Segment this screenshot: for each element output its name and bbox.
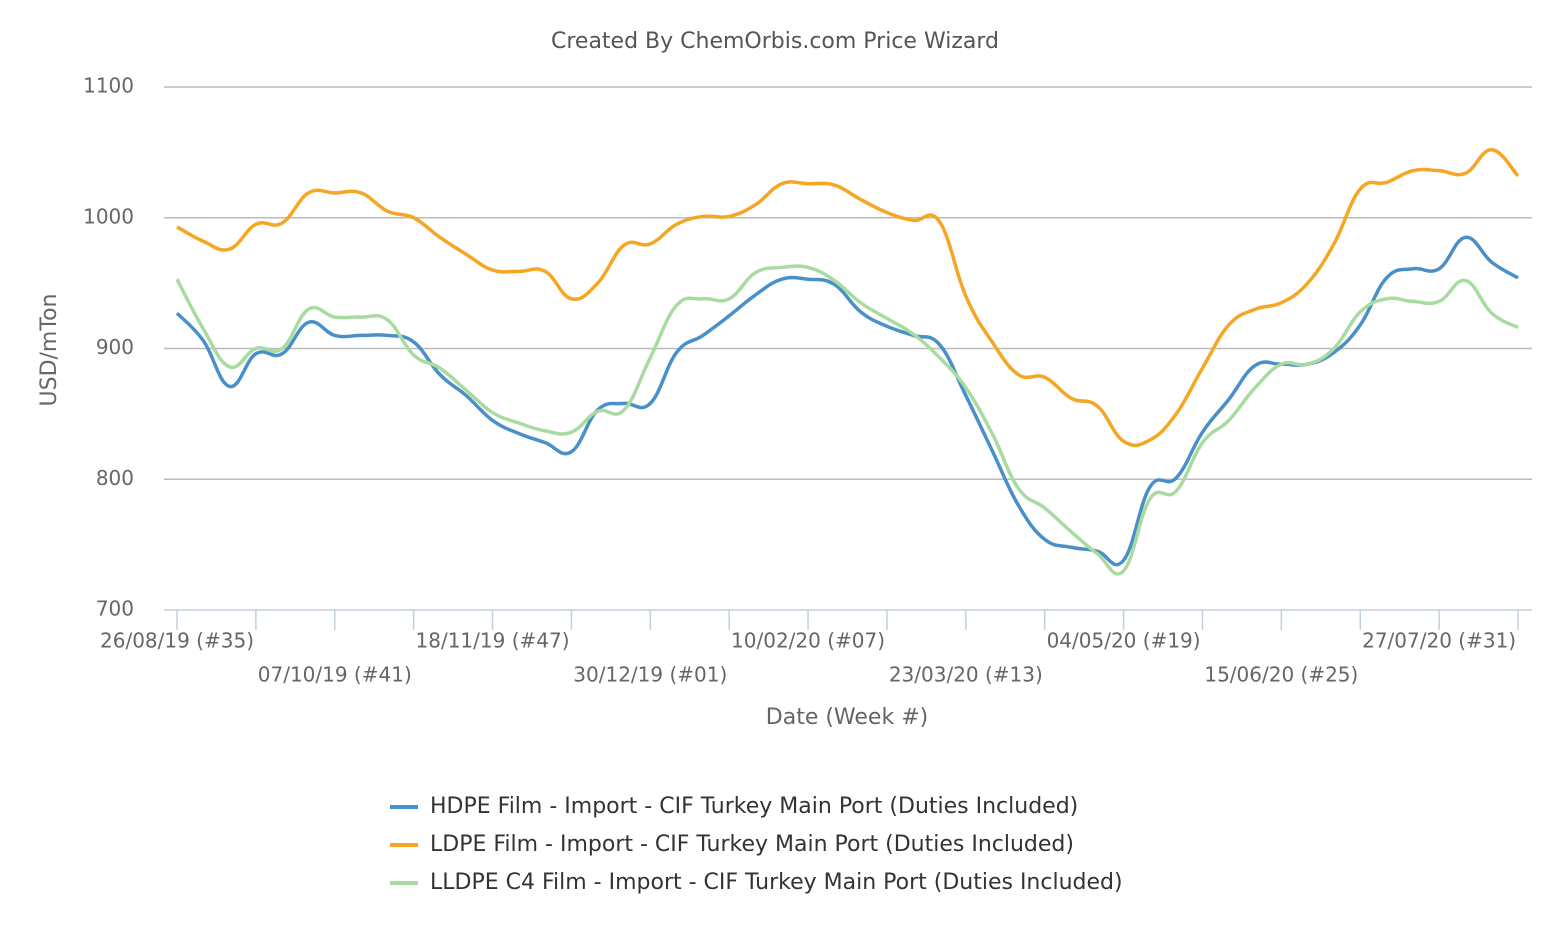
x-tick-label: 27/07/20 (#31) (1362, 629, 1516, 653)
x-axis-label: Date (Week #) (766, 705, 928, 730)
chart-title: Created By ChemOrbis.com Price Wizard (551, 29, 999, 54)
y-tick-label: 1100 (83, 74, 134, 98)
y-tick-label: 900 (96, 335, 134, 359)
series-line (176, 148, 1520, 448)
series-line (175, 235, 1519, 567)
x-tick-label: 15/06/20 (#25) (1204, 663, 1358, 687)
x-tick-label: 04/05/20 (#19) (1047, 629, 1201, 653)
series-line (175, 264, 1519, 576)
legend-label: LLDPE C4 Film - Import - CIF Turkey Main… (430, 870, 1123, 895)
x-tick-label: 23/03/20 (#13) (889, 663, 1043, 687)
y-tick-label: 800 (96, 466, 134, 490)
x-tick-label: 07/10/19 (#41) (258, 663, 412, 687)
y-tick-label: 1000 (83, 204, 134, 228)
x-tick-label: 26/08/19 (#35) (100, 629, 254, 653)
y-axis-label: USD/mTon (37, 294, 62, 407)
y-tick-label: 700 (96, 597, 134, 621)
x-tick-label: 10/02/20 (#07) (731, 629, 885, 653)
legend-label: HDPE Film - Import - CIF Turkey Main Por… (430, 794, 1078, 819)
x-tick-label: 30/12/19 (#01) (573, 663, 727, 687)
legend-label: LDPE Film - Import - CIF Turkey Main Por… (430, 832, 1074, 857)
x-tick-label: 18/11/19 (#47) (416, 629, 570, 653)
